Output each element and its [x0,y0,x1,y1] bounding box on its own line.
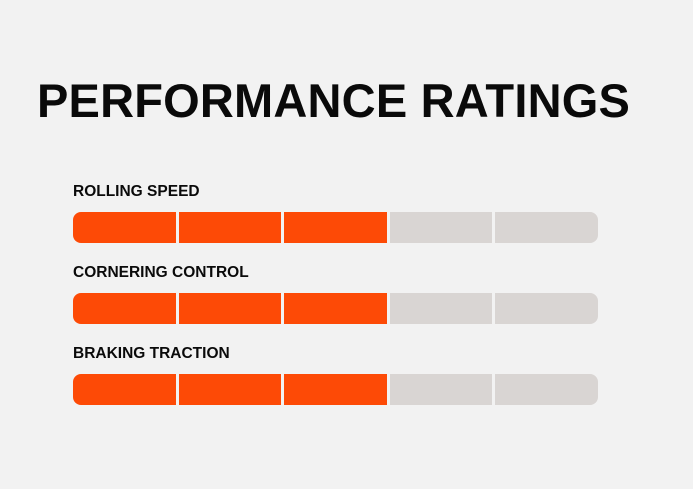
rating-segment-empty [389,293,493,324]
rating-segment-filled [284,212,387,243]
rating-segment-empty [495,293,598,324]
page-title: PERFORMANCE RATINGS [37,74,631,127]
rating-segment-empty [389,374,493,405]
rating-segment-filled [178,212,282,243]
rating-label: CORNERING CONTROL [73,264,249,281]
rating-label: ROLLING SPEED [73,183,200,200]
rating-segment-filled [73,293,176,324]
rating-segment-empty [495,374,598,405]
rating-bar [73,293,598,324]
rating-segment-filled [73,212,176,243]
rating-segment-filled [284,374,387,405]
rating-row-braking-traction: BRAKING TRACTION [73,344,598,425]
rating-row-cornering-control: CORNERING CONTROL [73,263,598,344]
rating-label: BRAKING TRACTION [73,345,230,362]
rating-segment-empty [389,212,493,243]
rating-bar [73,374,598,405]
rating-row-rolling-speed: ROLLING SPEED [73,182,598,263]
ratings-list: ROLLING SPEED CORNERING CONTROL BRAKING … [73,182,598,425]
rating-segment-filled [284,293,387,324]
rating-segment-filled [73,374,176,405]
rating-segment-empty [495,212,598,243]
rating-segment-filled [178,374,282,405]
rating-segment-filled [178,293,282,324]
rating-bar [73,212,598,243]
